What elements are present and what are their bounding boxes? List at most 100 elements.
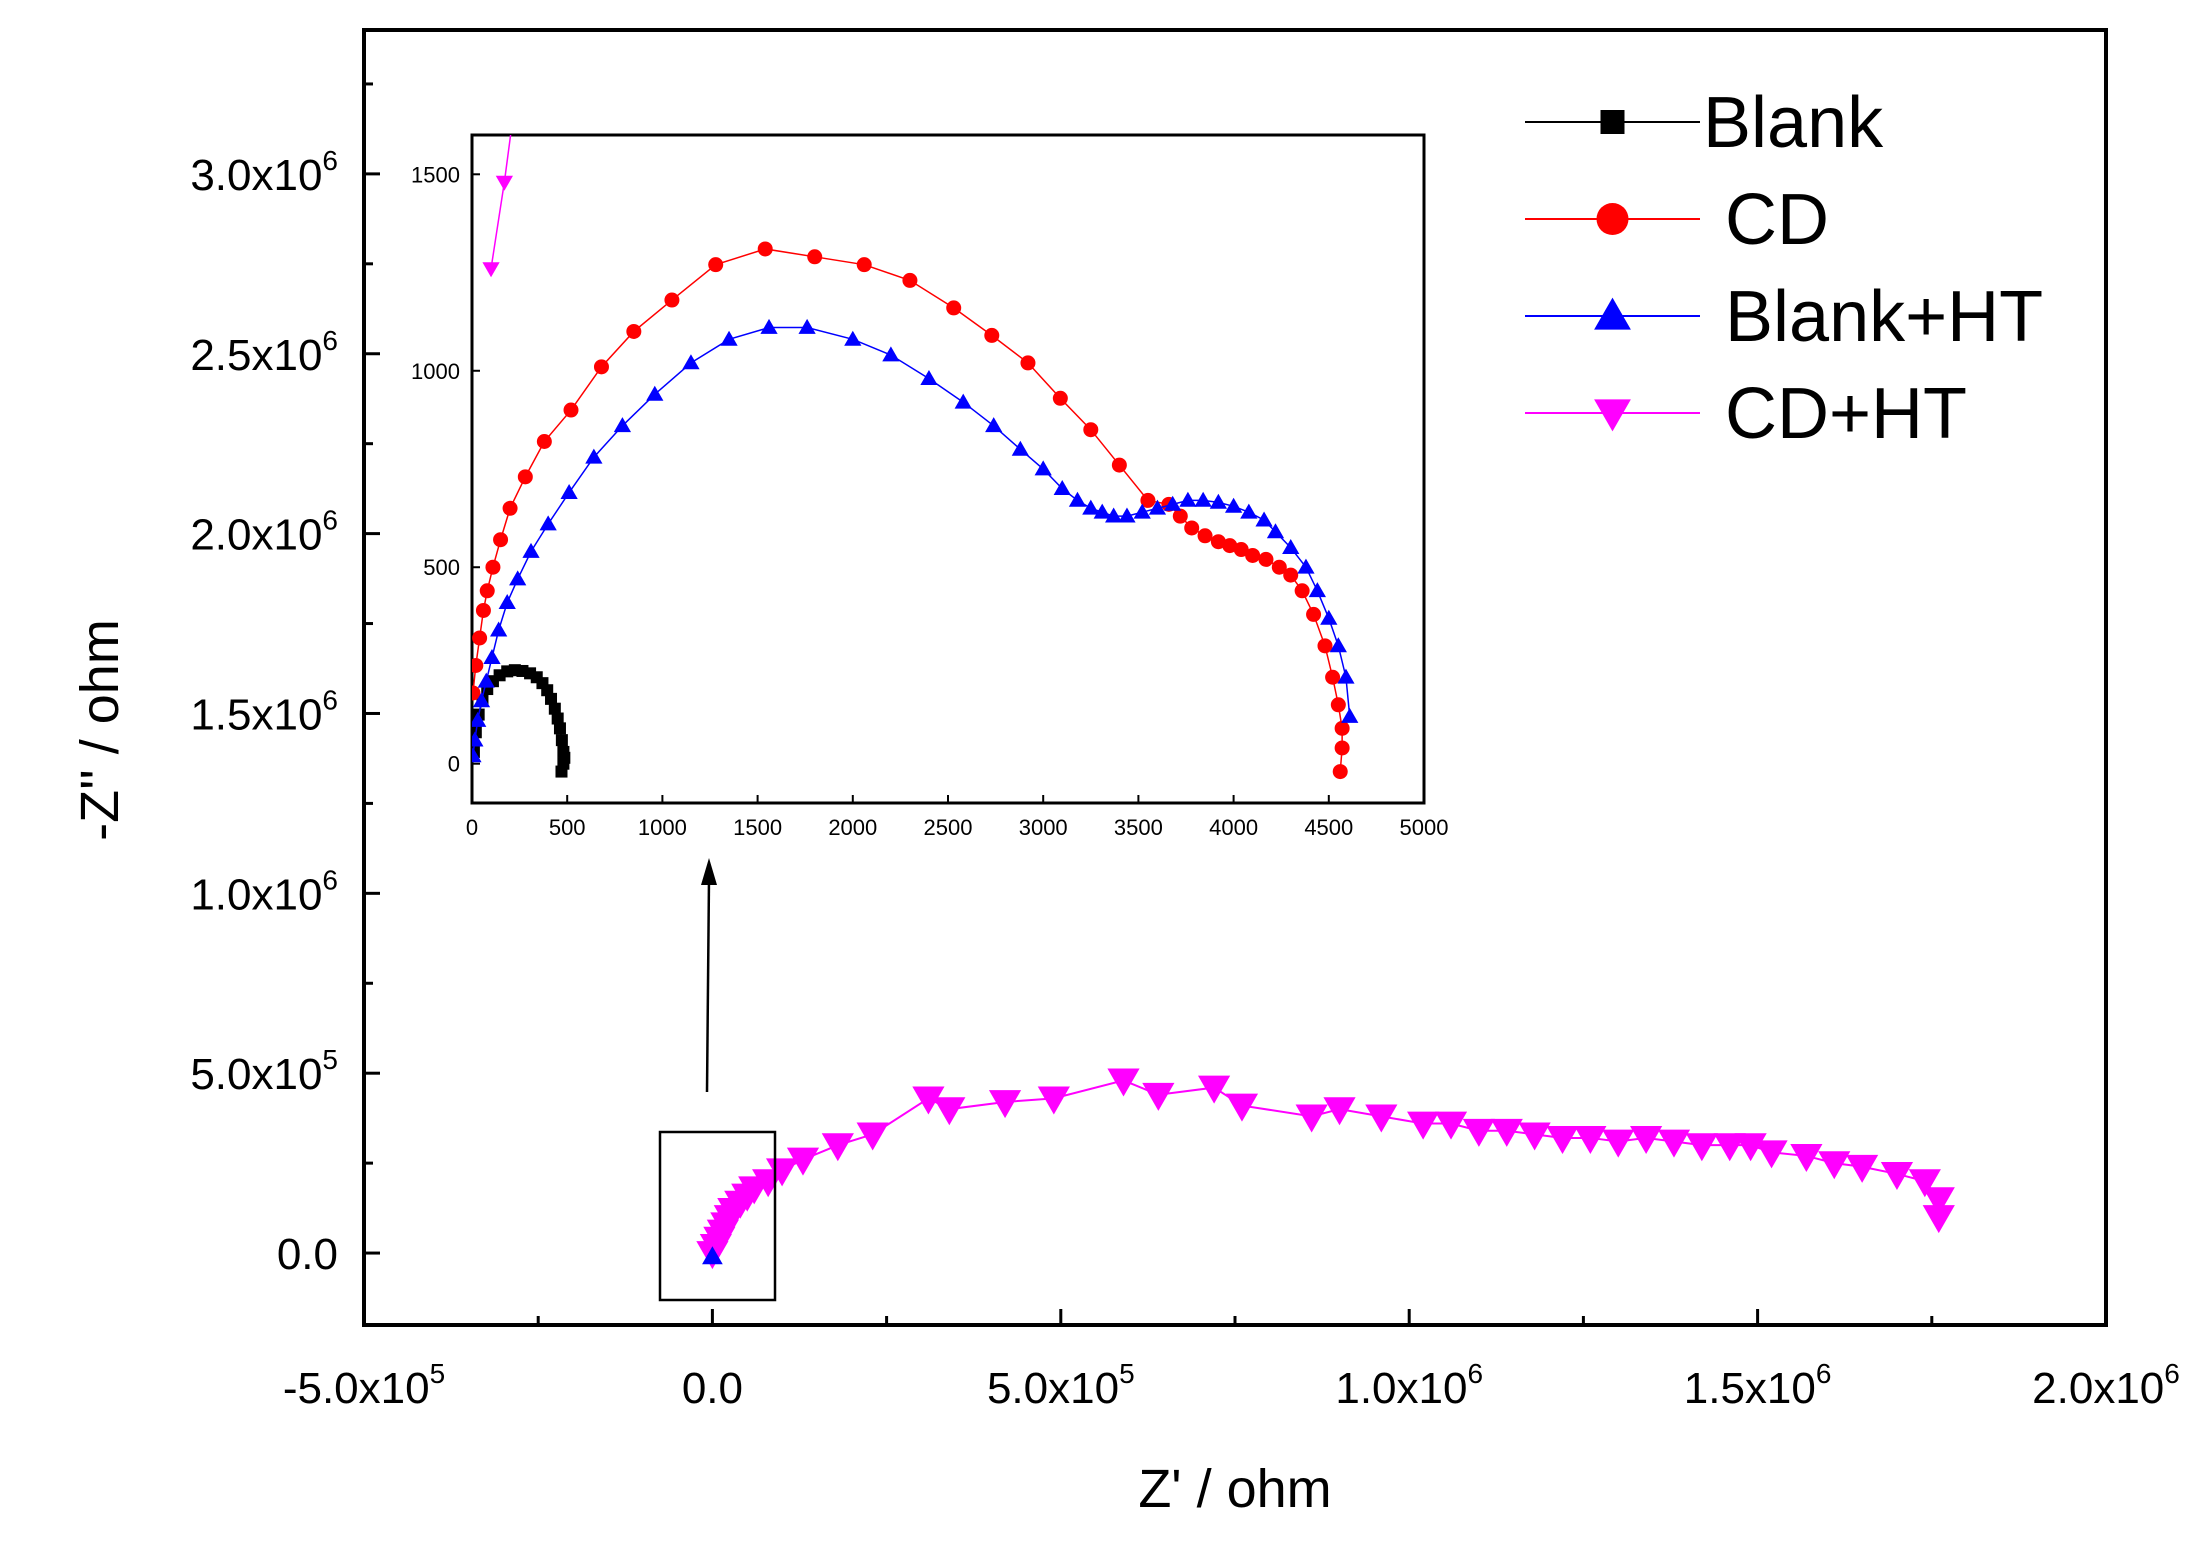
inset-x-tick-label: 500 [549,815,586,840]
inset-data-point [509,570,527,586]
inset-data-point [1133,503,1151,519]
data-point [1818,1151,1851,1180]
inset-data-point [1093,503,1111,519]
main-axes-ticks [362,82,2108,1325]
inset-data-point [555,765,568,778]
inset-data-point [1341,707,1359,723]
inset-data-point [613,417,632,433]
inset-data-point [902,272,918,288]
inset-data-point [536,433,552,449]
inset-data-point [1140,492,1156,508]
inset-data-point [664,292,680,308]
inset-data-point [1325,669,1341,685]
inset-data-point [555,734,568,747]
x-tick-label: 1.0x106 [1335,1358,1483,1413]
zoom-region-box [658,1130,777,1302]
main-tick-labels: -5.0x105 0.0 5.0x105 1.0x106 1.5x106 2.0x106 0… [190,145,2180,1413]
data-point [1713,1133,1746,1162]
inset-data-point [472,731,484,747]
inset-data-point [920,369,938,385]
inset-data-point [1320,609,1338,625]
inset-y-tick-label: 0 [448,752,460,777]
inset-data-point [472,747,482,763]
inset-data-point [760,318,778,334]
inset-data-point [1053,480,1071,496]
inset-data-point [720,330,738,346]
inset-data-point [856,257,872,273]
inset-data-point [1011,440,1029,456]
legend-marker-Blank+HT [1594,297,1631,330]
y-tick-label: 5.0x105 [190,1044,338,1099]
data-point [1880,1162,1914,1191]
data-point [1365,1104,1398,1133]
data-point [1908,1169,1941,1198]
x-tick-label: 1.5x106 [1684,1358,1832,1413]
inset-data-point [1297,558,1315,574]
data-point [856,1122,889,1151]
inset-data-point [1282,538,1300,554]
legend: Blank CD Blank+HT CD+HT [1525,83,2043,454]
data-point [1490,1118,1523,1147]
y-tick-label: 3.0x106 [190,145,338,200]
y-tick-label: 0.0 [277,1230,338,1279]
x-tick-label: 5.0x105 [987,1358,1135,1413]
inset-x-tick-label: 4000 [1209,815,1258,840]
inset-data-point [1082,499,1100,515]
inset-x-tick-label: 3500 [1114,815,1163,840]
inset-frame [470,133,1426,805]
inset-data-point [882,346,900,362]
inset-data-point [495,175,513,191]
inset-data-point [472,692,491,708]
main-series-layer [696,1068,1955,1270]
inset-y-tick-label: 500 [423,555,460,580]
data-point [1518,1122,1551,1151]
data-point [1630,1126,1663,1155]
inset-data-point [1184,520,1200,536]
inset-data-point [1294,583,1310,599]
data-point [1295,1104,1328,1133]
inset-data-point [1179,491,1197,507]
inset-x-tick-label: 5000 [1400,815,1449,840]
data-point [912,1086,945,1115]
data-point [1734,1133,1767,1162]
data-point [1434,1111,1468,1140]
inset-data-point [517,469,533,485]
legend-label: Blank+HT [1725,277,2043,357]
data-point [1323,1097,1356,1126]
data-point [1685,1133,1718,1162]
inset-data-point [1308,582,1327,598]
inset-data-point [682,354,700,370]
data-point [1922,1205,1955,1234]
data-point [1846,1154,1879,1183]
inset-data-point [548,702,561,715]
inset-data-point [551,712,564,725]
data-point [1037,1086,1070,1115]
inset-data-point [1306,606,1322,622]
data-point [933,1097,966,1126]
x-tick-label: -5.0x105 [283,1358,445,1413]
inset-data-point [1034,460,1052,476]
legend-marker-CD [1596,203,1629,235]
data-point [1407,1111,1440,1140]
inset-data-point [1255,511,1273,527]
inset-data-point [472,711,487,727]
data-point [1225,1093,1259,1122]
inset-plot-area [472,135,1359,780]
data-point [1755,1140,1788,1169]
inset-data-point [646,385,664,401]
inset-x-tick-label: 3000 [1019,815,1068,840]
y-tick-label: 2.5x106 [190,325,338,380]
inset-data-point [1105,507,1123,523]
legend-marker-CD+HT [1594,399,1631,432]
inset-data-point [502,500,518,516]
inset-x-tick-label: 4500 [1304,815,1353,840]
inset-x-tick-label: 2500 [924,815,973,840]
data-point [1197,1075,1231,1104]
inset-data-point [1052,390,1068,406]
x-tick-label: 2.0x106 [2032,1358,2180,1413]
data-point [1462,1118,1495,1147]
data-point [1574,1126,1607,1155]
data-point [1790,1144,1823,1173]
inset-data-point [1283,567,1299,583]
inset-data-point [844,330,862,346]
